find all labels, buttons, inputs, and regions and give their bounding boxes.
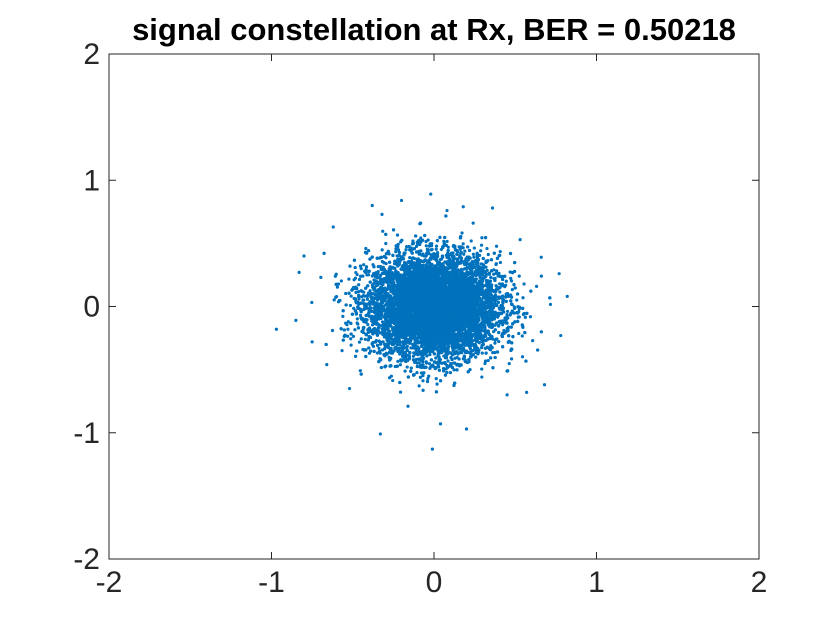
data-point: [480, 346, 484, 350]
data-point: [422, 371, 426, 375]
data-point: [517, 331, 521, 336]
data-point: [366, 273, 371, 277]
data-point: [504, 283, 508, 287]
data-point: [469, 239, 473, 243]
data-point: [398, 390, 403, 394]
data-point: [486, 358, 490, 363]
data-point: [381, 340, 385, 344]
data-point: [497, 339, 501, 344]
data-point: [468, 367, 472, 372]
data-point: [506, 309, 510, 314]
data-point: [486, 252, 490, 257]
data-point: [424, 244, 428, 248]
data-point: [517, 274, 521, 278]
data-point: [534, 284, 539, 289]
data-point: [359, 337, 363, 341]
data-point: [340, 348, 344, 353]
data-point: [419, 236, 423, 240]
data-point: [346, 334, 350, 338]
data-point: [548, 302, 553, 307]
data-point: [448, 371, 453, 375]
data-point: [347, 277, 351, 281]
data-point: [398, 363, 402, 367]
data-point: [459, 258, 463, 262]
data-point: [362, 263, 366, 267]
data-point: [351, 334, 356, 338]
data-point: [480, 351, 484, 355]
data-point: [434, 247, 438, 251]
data-point: [485, 246, 489, 251]
data-point: [521, 312, 526, 316]
data-point: [335, 285, 340, 289]
data-point: [377, 346, 381, 350]
data-point: [339, 279, 343, 283]
data-point: [419, 371, 424, 375]
data-point: [434, 244, 439, 248]
data-point: [396, 248, 401, 252]
data-point: [319, 275, 323, 279]
data-point: [384, 241, 388, 246]
data-point: [504, 279, 508, 283]
data-point: [412, 256, 416, 261]
data-point: [366, 322, 370, 327]
data-point: [346, 320, 350, 324]
chart-title: signal constellation at Rx, BER = 0.5021…: [132, 12, 736, 47]
scatter-points: [274, 192, 569, 451]
data-point: [357, 277, 362, 282]
data-point: [410, 256, 414, 260]
data-point: [471, 221, 475, 225]
data-point: [391, 378, 395, 383]
data-point: [498, 260, 502, 265]
data-point: [348, 303, 353, 308]
data-point: [493, 341, 497, 345]
data-point: [460, 231, 464, 235]
data-point: [436, 363, 440, 367]
data-point: [352, 306, 356, 310]
data-point: [427, 362, 432, 366]
data-point: [353, 328, 357, 332]
data-point: [349, 343, 353, 347]
data-point: [349, 294, 353, 298]
data-point: [463, 249, 467, 253]
data-point: [380, 248, 384, 252]
data-point: [415, 370, 419, 375]
data-point: [510, 288, 514, 292]
data-point: [358, 369, 362, 373]
data-point: [509, 357, 514, 361]
data-point: [346, 327, 350, 331]
data-point: [528, 315, 533, 319]
data-point: [396, 359, 400, 363]
data-point: [417, 384, 421, 388]
data-point: [520, 355, 525, 359]
data-point: [478, 253, 482, 257]
data-point: [394, 250, 398, 254]
data-point: [404, 248, 408, 252]
data-point: [310, 300, 314, 305]
data-point: [387, 252, 391, 256]
